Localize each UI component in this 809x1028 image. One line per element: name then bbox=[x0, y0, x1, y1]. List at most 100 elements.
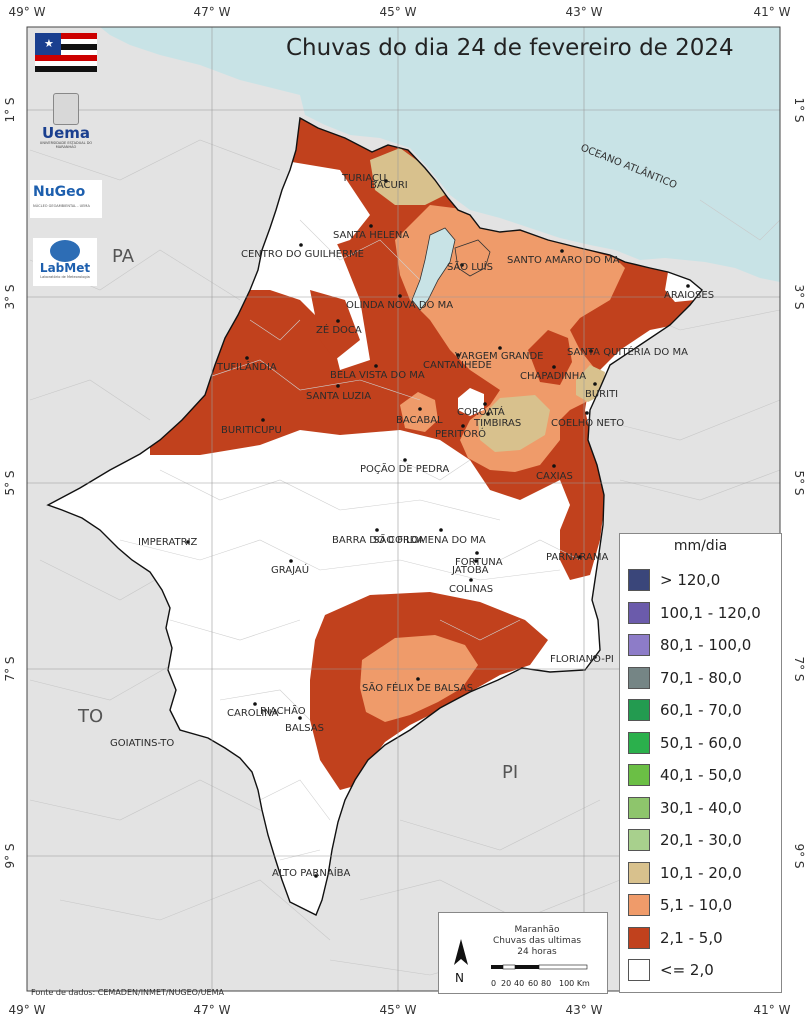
legend-label: 100,1 - 120,0 bbox=[660, 603, 761, 622]
city-31: PARNARAMA bbox=[546, 552, 609, 563]
city-dot bbox=[475, 551, 479, 555]
city-label: BALSAS bbox=[285, 723, 324, 734]
city-24: CAXIAS bbox=[536, 464, 573, 482]
region-to: TO bbox=[77, 706, 103, 727]
city-label: CHAPADINHA bbox=[520, 371, 586, 382]
nugeo-subtitle: NÚCLEO GEOAMBIENTAL - UEMA bbox=[33, 204, 90, 208]
labmet-globe-icon bbox=[50, 240, 80, 262]
city-23: POÇÃO DE PEDRA bbox=[360, 458, 449, 475]
city-label: CENTRO DO GUILHERME bbox=[241, 249, 364, 260]
nugeo-name: NuGeo bbox=[33, 184, 86, 200]
coord-top-3: 45° W bbox=[380, 5, 417, 19]
coord-top-4: 43° W bbox=[566, 5, 603, 19]
ocean-area bbox=[100, 27, 780, 282]
coordinate-labels: 49° W 47° W 45° W 43° W 41° W 49° W 47° … bbox=[3, 5, 806, 1017]
city-dot bbox=[552, 464, 556, 468]
region-pa: PA bbox=[112, 246, 135, 267]
coord-top-2: 47° W bbox=[194, 5, 231, 19]
scale-label: 0 bbox=[491, 979, 497, 988]
city-dot bbox=[384, 179, 388, 183]
city-dot bbox=[461, 424, 465, 428]
city-label: SÃO LUÍS bbox=[447, 260, 493, 273]
coord-left-1: 1° S bbox=[3, 97, 17, 122]
city-33: FLORIANO-PI bbox=[550, 654, 614, 665]
city-label: BARRA DO CORDA bbox=[332, 535, 424, 546]
city-label: PARNARAMA bbox=[546, 552, 609, 563]
scale-label: 80 bbox=[541, 979, 552, 988]
zone-10-20-coroata bbox=[478, 395, 550, 452]
legend-row: 80,1 - 100,0 bbox=[628, 633, 751, 657]
legend-label: 20,1 - 30,0 bbox=[660, 831, 742, 849]
city-dot bbox=[498, 346, 502, 350]
legend-label: > 120,0 bbox=[660, 571, 721, 589]
city-dot bbox=[403, 458, 407, 462]
city-label: SÃO FILOMENA DO MA bbox=[373, 533, 486, 546]
city-label: FORTUNA bbox=[455, 557, 503, 568]
city-dot bbox=[589, 349, 593, 353]
flag-star-icon: ★ bbox=[44, 37, 54, 50]
legend-row: > 120,0 bbox=[628, 568, 720, 592]
city-label: BACABAL bbox=[396, 415, 443, 426]
city-label: ALTO PARNAÍBA bbox=[272, 866, 351, 879]
zone-dry-pocket bbox=[458, 388, 484, 416]
coord-top-5: 41° W bbox=[754, 5, 791, 19]
city-2: SANTA HELENA bbox=[333, 224, 409, 241]
coord-bottom-1: 49° W bbox=[9, 1003, 46, 1017]
scale-label: 20 bbox=[501, 979, 512, 988]
scale-label: 60 bbox=[528, 979, 539, 988]
info-line-1: Maranhão bbox=[514, 925, 560, 935]
city-9: VARGEM GRANDE bbox=[455, 346, 544, 362]
uema-logo: Uema UNIVERSIDADE ESTADUAL DO MARANHÃO bbox=[35, 93, 97, 149]
city-dot bbox=[552, 365, 556, 369]
legend-label: 80,1 - 100,0 bbox=[660, 636, 752, 654]
coord-right-2: 3° S bbox=[792, 284, 806, 309]
sao-luis-island bbox=[454, 239, 491, 277]
city-21: BURITICUPU bbox=[221, 418, 282, 436]
coord-bottom-5: 41° W bbox=[754, 1003, 791, 1017]
city-label: TUFILÂNDIA bbox=[216, 360, 277, 373]
legend-swatch bbox=[628, 699, 650, 721]
legend-label: 60,1 - 70,0 bbox=[660, 701, 742, 719]
legend-row: 50,1 - 60,0 bbox=[628, 731, 742, 755]
city-label: VARGEM GRANDE bbox=[455, 351, 544, 362]
city-label: GOIATINS-TO bbox=[110, 738, 174, 749]
city-37: BALSAS bbox=[285, 723, 324, 734]
city-label: SANTA HELENA bbox=[333, 230, 409, 241]
coord-left-2: 3° S bbox=[3, 284, 17, 309]
city-32: COLINAS bbox=[449, 578, 493, 595]
legend-row: 30,1 - 40,0 bbox=[628, 796, 742, 820]
coord-bottom-2: 47° W bbox=[194, 1003, 231, 1017]
legend-swatch bbox=[628, 666, 650, 689]
city-8: ZÉ DOCA bbox=[316, 319, 362, 336]
nugeo-logo: NuGeo NÚCLEO GEOAMBIENTAL - UEMA bbox=[30, 180, 102, 218]
city-dot bbox=[456, 353, 460, 357]
legend-label: 30,1 - 40,0 bbox=[660, 798, 742, 817]
city-dot bbox=[336, 384, 340, 388]
city-dot bbox=[374, 364, 378, 368]
city-label: PERITORÓ bbox=[435, 427, 486, 440]
city-18: BACABAL bbox=[396, 407, 443, 426]
legend-label: 2,1 - 5,0 bbox=[660, 928, 723, 947]
city-dot bbox=[314, 874, 318, 878]
city-dot bbox=[289, 559, 293, 563]
city-label: CAXIAS bbox=[536, 471, 573, 482]
legend-swatch bbox=[628, 601, 650, 624]
city-label: GRAJAÚ bbox=[271, 563, 309, 576]
city-label: ZÉ DOCA bbox=[316, 323, 362, 336]
city-dot bbox=[439, 528, 443, 532]
city-dot bbox=[186, 540, 190, 544]
state-municipal-lines bbox=[119, 219, 581, 861]
zone-5-10-northeast bbox=[395, 205, 625, 472]
info-line-2: Chuvas das ultimas bbox=[492, 936, 582, 946]
city-label: RIACHÃO bbox=[260, 704, 306, 717]
city-5: SANTO AMARO DO MA bbox=[507, 249, 620, 266]
city-25: BARRA DO CORDA bbox=[332, 528, 424, 546]
coord-right-4: 7° S bbox=[792, 656, 806, 681]
city-label: COROATÁ bbox=[457, 405, 505, 418]
city-30: JATOBÁ bbox=[451, 559, 489, 576]
legend-row: <= 2,0 bbox=[628, 958, 714, 982]
city-16: BURITI bbox=[585, 382, 618, 400]
city-dot bbox=[560, 249, 564, 253]
coord-right-1: 1° S bbox=[792, 97, 806, 122]
